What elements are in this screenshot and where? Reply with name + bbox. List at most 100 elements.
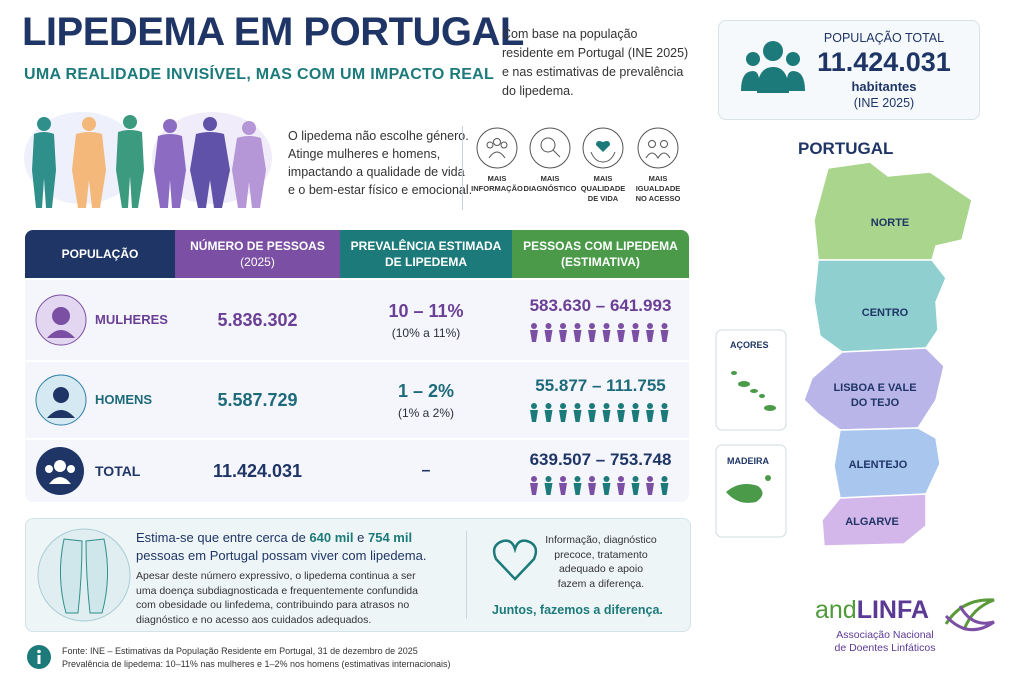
region-label: LISBOA E VALE DO TEJO (815, 381, 935, 411)
person-icon (529, 403, 538, 422)
intro: Com base na população residente em Portu… (502, 25, 688, 101)
icon-label: MAIS INFORMAÇÃO (467, 174, 527, 194)
footer-line: Prevalência de lipedema: 10–11% nas mulh… (62, 659, 451, 669)
people-icon (741, 41, 805, 93)
logo-main: LINFA (856, 596, 929, 624)
region-algarve (821, 493, 927, 547)
woman-avatar (35, 294, 87, 346)
person-icon (602, 476, 610, 495)
footer-line: Fonte: INE – Estimativas da População Re… (62, 646, 418, 656)
prevalence-detail: (10% a 11%) (391, 325, 461, 340)
heart-icon (492, 539, 538, 581)
table: POPULAÇÃO NÚMERO DE PESSOAS (2025) PREVAL… (25, 230, 689, 502)
row-count: 5.836.302 (217, 309, 298, 330)
person-icon (587, 323, 596, 342)
region-label: ALENTEJO (848, 459, 908, 471)
gender-note: O lipedema não escolhe género. Atinge mu… (288, 127, 472, 199)
person-icon (645, 403, 654, 422)
person-icon (529, 476, 538, 495)
icon-label-line: IGUALDADE (635, 184, 681, 193)
estimate: 639.507 – 753.748 (529, 450, 672, 469)
region-alentejo (833, 427, 941, 499)
man-avatar (35, 374, 87, 426)
person-icon (544, 403, 552, 422)
table-row: TOTAL 11.424.031 – 639.507 – 753.748 (25, 440, 689, 502)
map (715, 161, 973, 547)
lead-text: pessoas em Portugal possam viver com lip… (136, 548, 427, 563)
body-line: diagnóstico e no acesso aos cuidados ade… (136, 613, 372, 626)
gender-note-line: O lipedema não escolhe género. (288, 129, 469, 143)
icon-label-line: INFORMAÇÃO (471, 184, 523, 193)
header-line: NÚMERO DE PESSOAS (190, 239, 325, 253)
side-line: Informação, diagnóstico (545, 534, 657, 546)
body-line: Apesar deste número expressivo, o lipede… (136, 570, 416, 582)
lead-figure: 640 mil (309, 530, 354, 545)
legs-illustration (37, 528, 131, 622)
lead-text: Estima-se que entre cerca de (136, 530, 310, 545)
person-icon (616, 403, 625, 422)
person-icons (529, 476, 668, 495)
region-norte (813, 161, 973, 261)
person-icon (573, 323, 581, 342)
lead-text: e (353, 530, 368, 545)
icon-label-line: DE VIDA (587, 194, 619, 203)
person-icon (660, 476, 668, 495)
row-count: 5.587.729 (217, 389, 298, 410)
icon-label-line: NO ACESSO (635, 194, 681, 203)
divider (462, 126, 463, 210)
intro-line: residente em Portugal (INE 2025) (502, 46, 689, 60)
population-unit: habitantes (851, 79, 917, 94)
summary-box: Estima-se que entre cerca de 640 mil e 7… (25, 518, 691, 632)
intro-line: e nas estimativas de prevalência (502, 65, 684, 79)
table-header: PREVALÊNCIA ESTIMADA DE LIPEDEMA (340, 230, 512, 278)
group-avatar (36, 447, 84, 495)
icon-label-line: MAIS (540, 174, 560, 183)
icon-label: MAIS QUALIDADE DE VIDA (573, 174, 633, 204)
person-icon (544, 323, 552, 342)
summary-side: Informação, diagnóstico precoce, tratame… (536, 533, 666, 591)
person-icon (631, 476, 639, 495)
person-icon (587, 403, 596, 422)
body-figures (24, 112, 272, 208)
icon-label-line: MAIS (593, 174, 613, 183)
population-label: POPULAÇÃO TOTAL (823, 31, 945, 45)
person-icon (645, 476, 654, 495)
person-icon (602, 403, 610, 422)
person-icons (529, 403, 668, 422)
island-label: AÇORES (730, 340, 769, 350)
gender-note-line: e o bem-estar físico e emocional. (288, 183, 473, 197)
region-label: NORTE (870, 217, 910, 229)
title: LIPEDEMA EM PORTUGAL (22, 10, 524, 54)
lead-figure: 754 mil (367, 530, 413, 545)
table-header: NÚMERO DE PESSOAS (2025) (175, 230, 340, 278)
island-label: MADEIRA (727, 456, 769, 466)
table-header: PESSOAS COM LIPEDEMA (ESTIMATIVA) (512, 230, 689, 278)
summary-body: Apesar deste número expressivo, o lipede… (136, 569, 418, 627)
subtitle: UMA REALIDADE INVISÍVEL, MAS COM UM IMPA… (24, 66, 495, 83)
benefit-icons (476, 127, 679, 169)
icon-label-line: DIAGNÓSTICO (523, 184, 577, 193)
logo-line: Associação Nacional (836, 629, 934, 641)
logo-tagline: Associação Nacional de Doentes Linfático… (825, 629, 945, 655)
row-estimate: 55.877 – 111.755 (512, 362, 689, 438)
summary-lead: Estima-se que entre cerca de 640 mil e 7… (136, 529, 426, 565)
region-label: CENTRO (861, 307, 909, 319)
row-label: MULHERES (95, 312, 168, 327)
header-line: (2025) (240, 255, 275, 269)
logo-prefix: and (815, 596, 857, 624)
info-icon (27, 645, 51, 669)
table-header: POPULAÇÃO (25, 230, 175, 278)
person-icon (631, 323, 639, 342)
row-label: HOMENS (95, 392, 153, 407)
person-icon (573, 476, 581, 495)
person-icon (631, 403, 639, 422)
side-line: precoce, tratamento (554, 548, 648, 561)
logo-line: de Doentes Linfáticos (834, 642, 936, 654)
population-source: (INE 2025) (853, 96, 915, 110)
logo-name: andLINFA (815, 596, 929, 625)
intro-line: Com base na população (502, 27, 638, 41)
row-estimate: 583.630 – 641.993 (512, 280, 689, 360)
row-prevalence: 1 – 2% (1% a 2%) (340, 362, 512, 438)
person-icon (558, 403, 567, 422)
header-line: PREVALÊNCIA ESTIMADA (350, 239, 502, 253)
